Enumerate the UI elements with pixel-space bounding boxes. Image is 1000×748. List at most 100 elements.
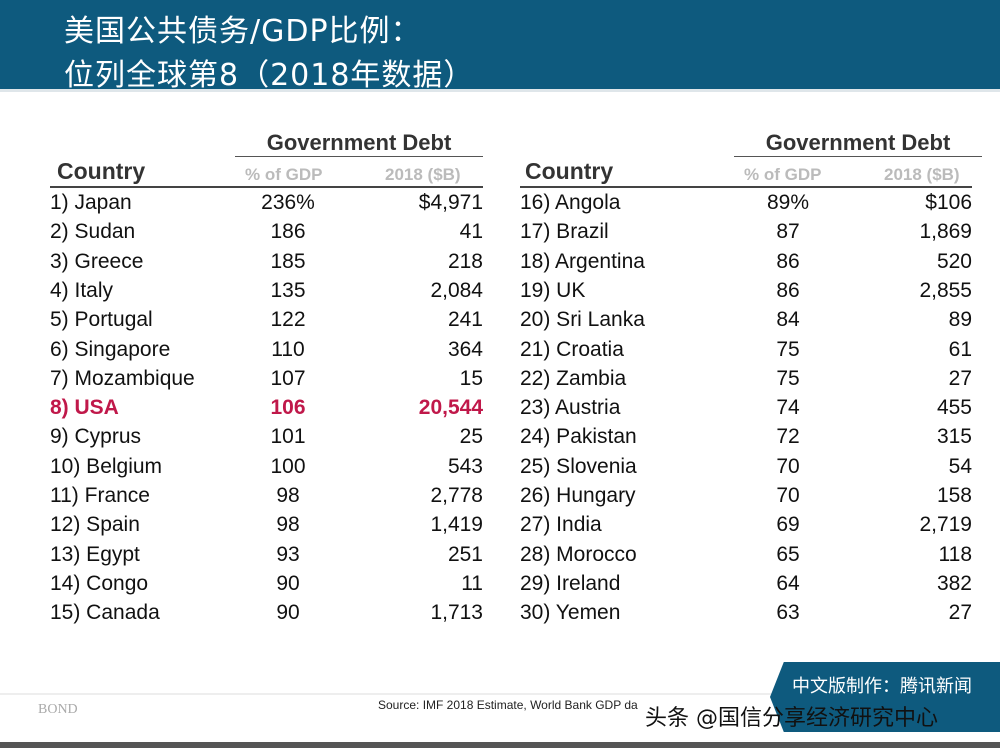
table-row: 22) Zambia 75 27 <box>520 366 972 396</box>
table-row: 3) Greece 185 218 <box>50 250 490 279</box>
pct-cell: 87 <box>776 220 800 244</box>
bottom-bar <box>0 742 1000 748</box>
footer-divider <box>0 693 1000 695</box>
country-cell: 12) Spain <box>50 513 140 537</box>
usd-cell: 1,419 <box>430 513 483 537</box>
usd-cell: 241 <box>447 308 483 332</box>
usd-cell: 158 <box>936 484 972 507</box>
country-cell: 30) Yemen <box>520 601 621 625</box>
country-header: Country <box>525 158 614 184</box>
table-row: 1) Japan 236% $4,971 <box>50 191 490 220</box>
table-row: 23) Austria 74 455 <box>520 396 972 425</box>
table-row: 10) Belgium 100 543 <box>50 455 490 484</box>
group-header: Government Debt <box>765 130 951 155</box>
pct-cell: 84 <box>776 308 800 332</box>
table-row: 21) Croatia 75 61 <box>520 337 972 367</box>
usd-cell: 20,544 <box>418 396 483 420</box>
table-row: 2) Sudan 186 41 <box>50 220 490 249</box>
country-cell: 11) France <box>50 484 150 507</box>
table-row: 27) India 69 2,719 <box>520 513 972 542</box>
usd-cell: 315 <box>936 425 972 449</box>
table-row: 9) Cyprus 101 25 <box>50 425 490 454</box>
country-cell: 16) Angola <box>520 191 621 214</box>
usd-cell: $4,971 <box>418 191 483 214</box>
table-row: 28) Morocco 65 118 <box>520 542 972 572</box>
usd-cell: 41 <box>459 220 483 244</box>
table-row: 5) Portugal 122 241 <box>50 308 490 337</box>
table-row: 19) UK 86 2,855 <box>520 278 972 308</box>
country-cell: 21) Croatia <box>520 337 624 361</box>
country-cell: 29) Ireland <box>520 571 621 595</box>
group-header: Government Debt <box>266 130 452 155</box>
pct-cell: 69 <box>776 513 800 537</box>
country-cell: 28) Morocco <box>520 542 637 566</box>
country-cell: 10) Belgium <box>50 454 163 478</box>
country-cell: 26) Hungary <box>520 484 636 507</box>
country-cell: 7) Mozambique <box>50 366 195 390</box>
usd-cell: 2,855 <box>919 278 972 302</box>
pct-cell: 98 <box>276 484 300 507</box>
usd-cell: 520 <box>936 249 972 273</box>
usd-header: 2018 ($B) <box>884 165 960 184</box>
table-row: 30) Yemen 63 27 <box>520 601 972 630</box>
pct-cell: 106 <box>270 396 306 420</box>
pct-cell: 90 <box>276 601 300 625</box>
country-cell: 23) Austria <box>520 396 621 420</box>
usd-cell: 54 <box>948 454 972 478</box>
pct-cell: 75 <box>776 366 800 390</box>
table-row: 4) Italy 135 2,084 <box>50 279 490 308</box>
country-cell: 24) Pakistan <box>520 425 637 449</box>
pct-header: % of GDP <box>744 165 822 184</box>
pct-cell: 70 <box>776 484 800 507</box>
usd-cell: $106 <box>925 191 972 214</box>
title-line-1: 美国公共债务/GDP比例： <box>64 14 422 49</box>
table-row: 6) Singapore 110 364 <box>50 338 490 367</box>
usd-cell: 2,084 <box>430 278 483 302</box>
country-cell: 19) UK <box>520 278 586 302</box>
table-row: 20) Sri Lanka 84 89 <box>520 308 972 337</box>
country-cell: 22) Zambia <box>520 366 627 390</box>
usd-cell: 1,713 <box>430 601 483 625</box>
title-banner: 美国公共债务/GDP比例： 位列全球第8（2018年数据） <box>0 0 1000 93</box>
bond-logo: BOND <box>38 702 78 717</box>
divider <box>50 186 483 188</box>
usd-cell: 27 <box>948 366 972 390</box>
usd-cell: 455 <box>936 396 972 420</box>
pct-cell: 110 <box>271 337 305 361</box>
usd-cell: 89 <box>948 308 972 332</box>
table-row: 7) Mozambique 107 15 <box>50 367 490 396</box>
divider <box>734 156 982 157</box>
country-cell: 17) Brazil <box>520 220 609 244</box>
pct-cell: 72 <box>776 425 800 449</box>
pct-cell: 70 <box>776 454 800 478</box>
country-cell: 2) Sudan <box>50 220 136 244</box>
pct-cell: 101 <box>270 425 306 449</box>
pct-cell: 75 <box>776 337 800 361</box>
pct-cell: 135 <box>270 278 306 302</box>
country-cell: 4) Italy <box>50 278 114 302</box>
pct-cell: 65 <box>776 542 800 566</box>
pct-cell: 185 <box>270 249 306 273</box>
country-cell: 18) Argentina <box>520 249 645 273</box>
table-row: 8) USA 106 20,544 <box>50 396 490 425</box>
divider <box>520 186 972 188</box>
country-cell: 9) Cyprus <box>50 425 142 449</box>
pct-cell: 86 <box>776 249 800 273</box>
pct-cell: 93 <box>276 542 300 566</box>
pct-cell: 107 <box>270 366 306 390</box>
table-row: 14) Congo 90 11 <box>50 572 490 601</box>
title-line-2: 位列全球第8（2018年数据） <box>64 58 475 93</box>
table-row: 24) Pakistan 72 315 <box>520 425 972 454</box>
watermark: 头条 @国信分享经济研究中心 <box>645 706 938 731</box>
usd-cell: 251 <box>447 542 483 566</box>
badge-text: 中文版制作：腾讯新闻 <box>792 676 972 697</box>
usd-cell: 11 <box>461 571 483 595</box>
usd-cell: 543 <box>447 454 483 478</box>
table-row: 15) Canada 90 1,713 <box>50 601 490 630</box>
divider <box>235 156 483 157</box>
usd-cell: 61 <box>948 337 972 361</box>
usd-cell: 1,869 <box>919 220 972 244</box>
country-cell: 15) Canada <box>50 601 160 625</box>
pct-cell: 63 <box>776 601 800 625</box>
table-row: 12) Spain 98 1,419 <box>50 513 490 542</box>
